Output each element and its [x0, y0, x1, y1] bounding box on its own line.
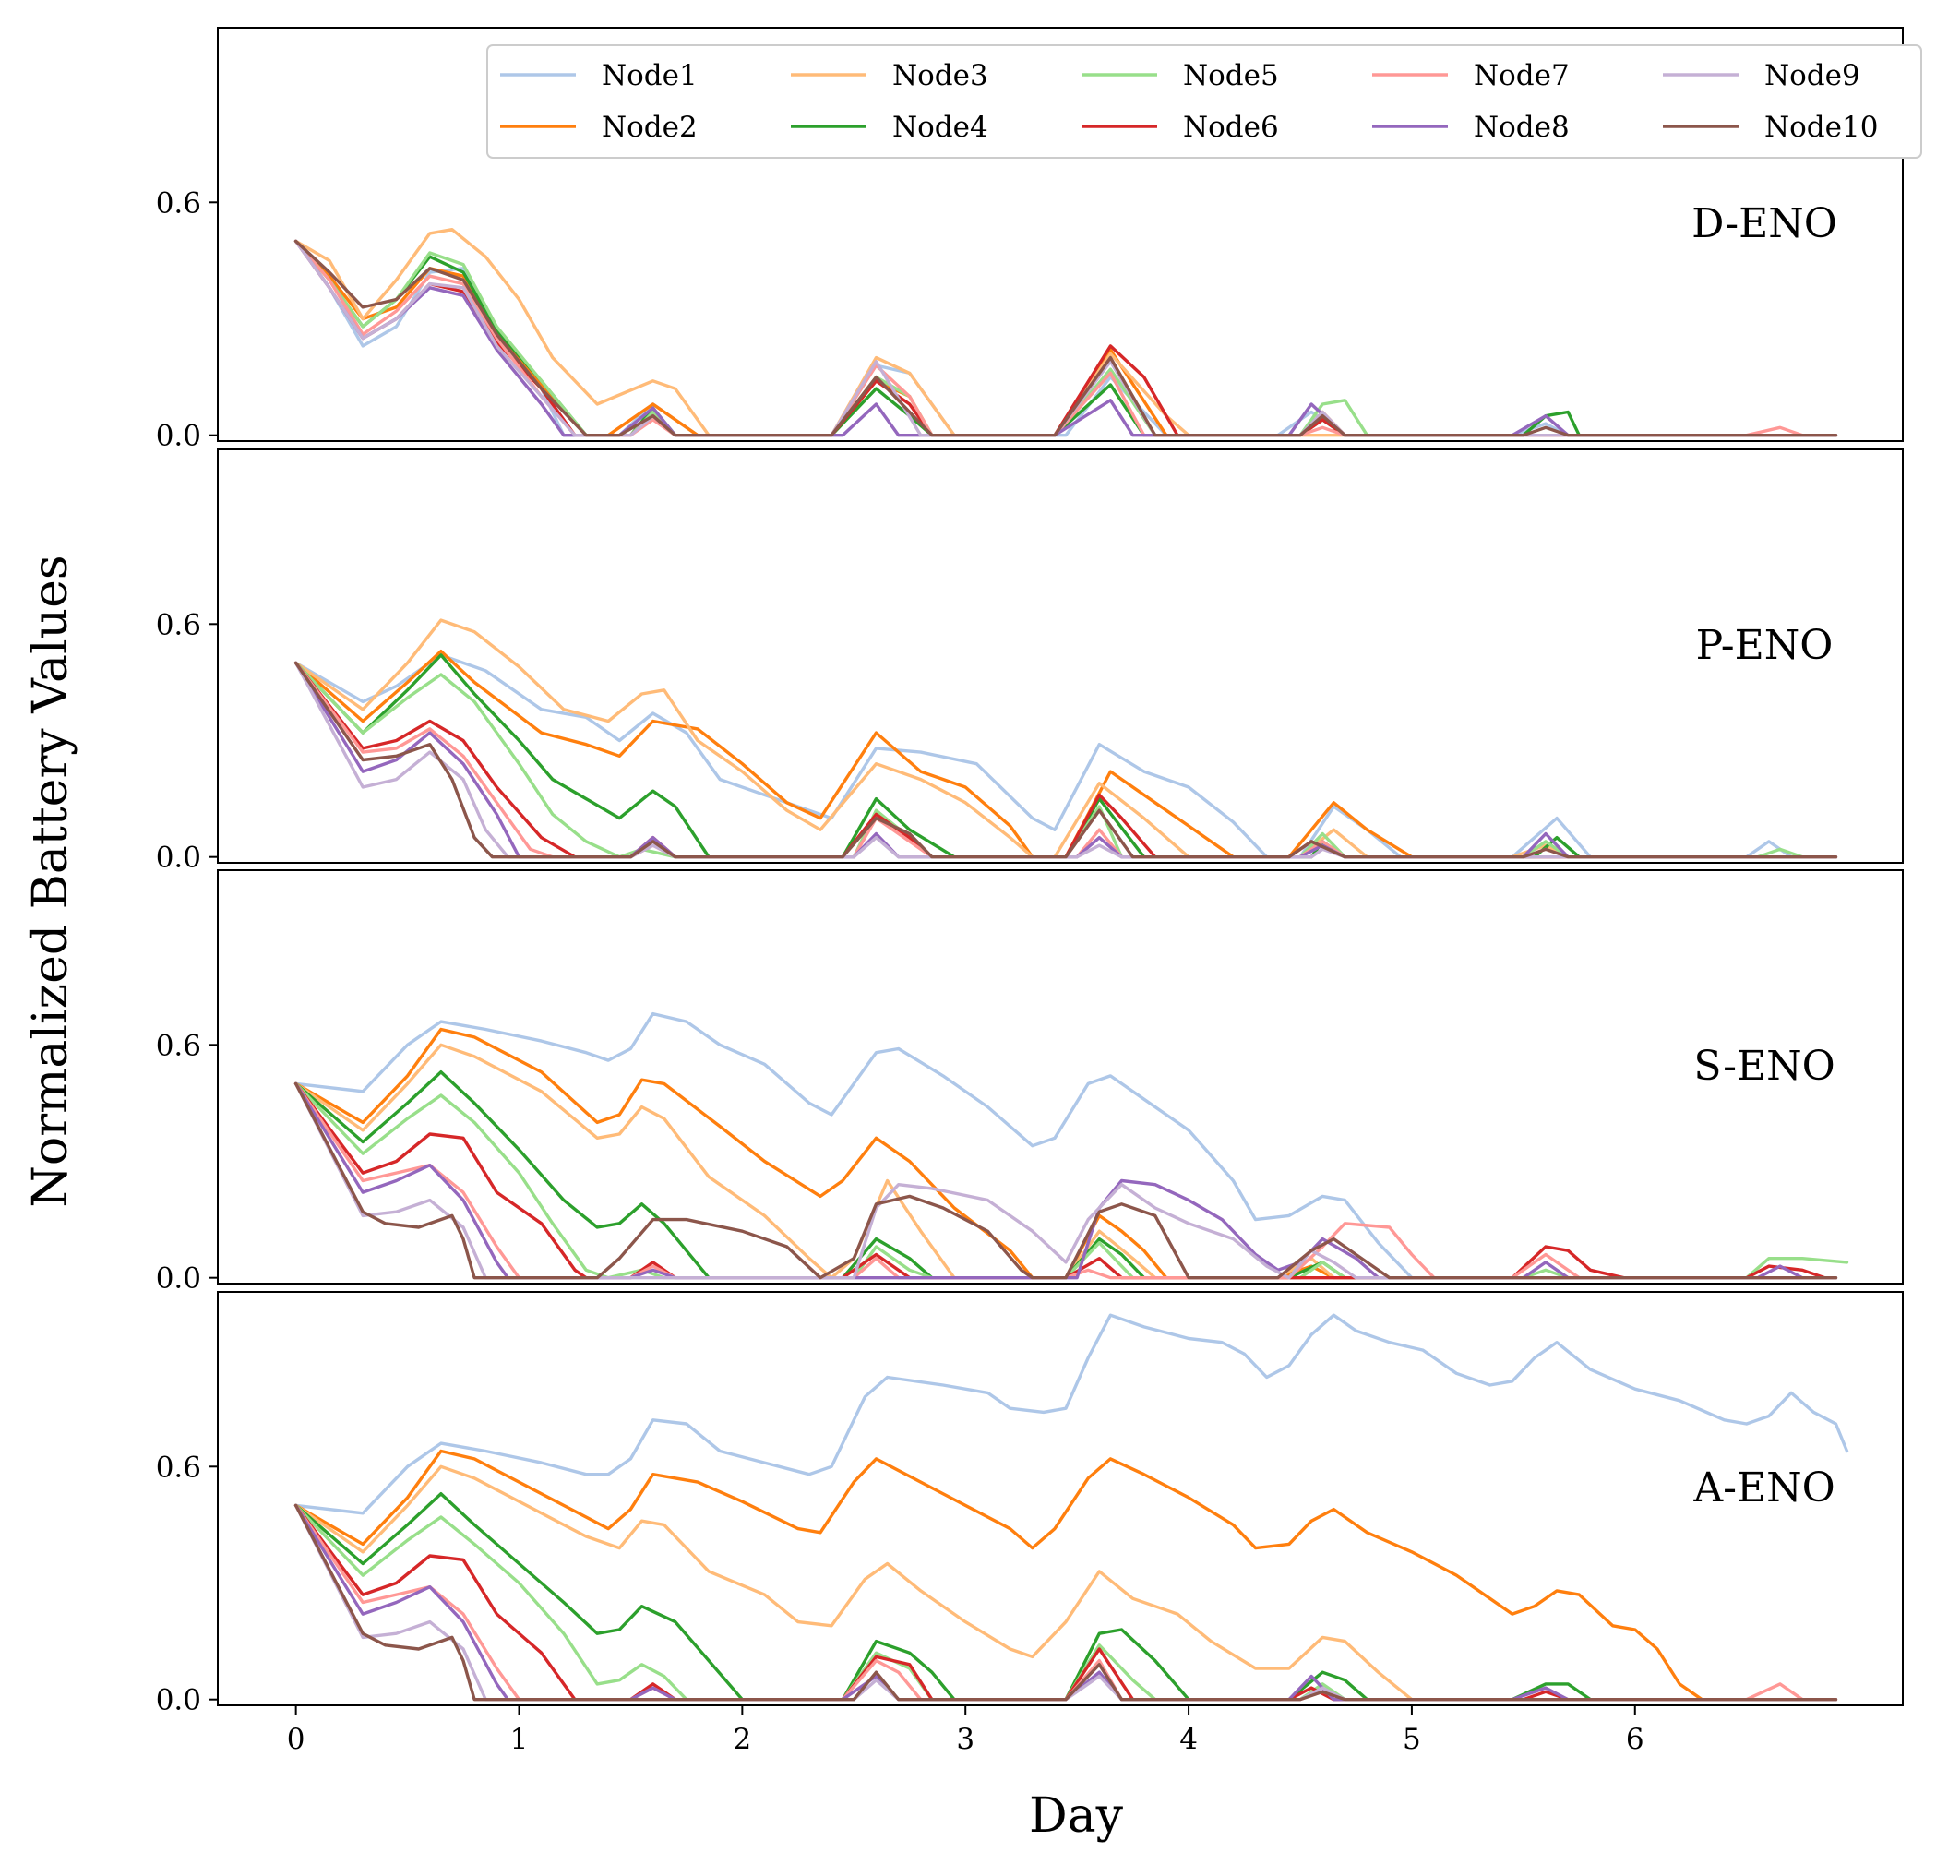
panel-label: P-ENO: [1696, 622, 1834, 669]
y-tick-label: 0.6: [156, 608, 201, 641]
series-line-node3: [293, 1464, 1838, 1702]
legend-label-node10: Node10: [1764, 111, 1878, 144]
series-line-node2: [293, 650, 1838, 859]
series-line-node1: [293, 239, 1838, 437]
panel-label: S-ENO: [1693, 1043, 1835, 1090]
series-line-node4: [293, 1492, 1838, 1702]
panel-d-eno: 0.0 0.6 D-ENO: [156, 27, 1904, 453]
x-axis-title: Day: [1029, 1788, 1124, 1844]
series-line-node1: [293, 1011, 1838, 1280]
series-line-node3: [293, 1043, 1838, 1280]
series-line-node5: [293, 1081, 1849, 1280]
y-tick-label: 0.0: [156, 420, 201, 453]
legend-label-node4: Node4: [892, 111, 988, 144]
panel-frame: [217, 1291, 1904, 1706]
series-line-node8: [293, 1503, 1838, 1702]
series-line-node7: [293, 1503, 1838, 1702]
panel-a-eno: 0.0 0.6 A-ENO 0 1 2 3 4 5 6: [156, 1291, 1904, 1756]
legend: Node1 Node2 Node3 Node4 Node5 Node6 Node7 Node8…: [486, 44, 1922, 159]
series-line-node4: [293, 239, 1838, 437]
series-line-node5: [293, 1503, 1838, 1702]
x-tick-label: 5: [1403, 1723, 1421, 1756]
legend-label-node9: Node9: [1764, 59, 1860, 92]
panel-p-eno: 0.0 0.6 P-ENO: [156, 448, 1904, 875]
series-group: [293, 1313, 1849, 1702]
x-tick-label: 4: [1179, 1723, 1198, 1756]
series-line-node9: [293, 239, 1838, 437]
series-line-node1: [293, 653, 1838, 859]
series-line-node1: [293, 1313, 1849, 1515]
legend-label-node8: Node8: [1474, 111, 1570, 144]
series-line-node5: [293, 661, 1838, 859]
legend-label-node6: Node6: [1183, 111, 1279, 144]
x-tick-label: 2: [733, 1723, 751, 1756]
series-group: [293, 618, 1838, 859]
legend-label-node1: Node1: [602, 59, 698, 92]
panel-label: A-ENO: [1692, 1464, 1835, 1512]
y-tick-label: 0.0: [156, 1262, 201, 1296]
panels-layer: 0.0 0.6 D-ENO 0.0 0.6 P-ENO 0.0 0.6 S-ENO 0.0 0.6 A…: [156, 27, 1904, 1756]
series-line-node6: [293, 661, 1838, 859]
y-axis-title: Normalized Battery Values: [23, 555, 78, 1207]
series-line-node2: [293, 1449, 1838, 1702]
series-line-node2: [293, 1027, 1838, 1280]
y-tick-label: 0.6: [156, 1451, 201, 1484]
panel-label: D-ENO: [1691, 200, 1837, 247]
y-tick-label: 0.0: [156, 842, 201, 875]
series-line-node6: [293, 239, 1838, 437]
series-line-node10: [293, 239, 1838, 437]
series-line-node8: [293, 1081, 1838, 1280]
series-line-node8: [293, 239, 1838, 437]
series-line-node2: [293, 239, 1838, 437]
series-line-node6: [293, 1503, 1838, 1702]
series-line-node6: [293, 1081, 1838, 1280]
series-line-node7: [293, 1081, 1838, 1280]
series-line-node9: [293, 1081, 1838, 1280]
series-line-node3: [293, 618, 1838, 859]
series-line-node10: [293, 661, 1838, 859]
series-line-node10: [293, 1503, 1838, 1702]
panel-frame: [217, 448, 1904, 864]
series-group: [293, 228, 1838, 437]
series-line-node4: [293, 1070, 1838, 1280]
series-line-node10: [293, 1081, 1838, 1280]
series-line-node5: [293, 239, 1838, 437]
legend-label-node2: Node2: [602, 111, 698, 144]
x-tick-label: 0: [287, 1723, 305, 1756]
panel-frame: [217, 869, 1904, 1285]
legend-label-node5: Node5: [1183, 59, 1279, 92]
series-line-node7: [293, 239, 1838, 437]
y-tick-label: 0.6: [156, 1029, 201, 1062]
series-line-node3: [293, 228, 1838, 437]
x-tick-label: 6: [1626, 1723, 1644, 1756]
series-group: [293, 1011, 1849, 1280]
series-line-node7: [293, 661, 1838, 859]
y-tick-label: 0.0: [156, 1684, 201, 1717]
y-tick-label: 0.6: [156, 186, 201, 220]
series-line-node9: [293, 661, 1838, 859]
x-tick-label: 3: [956, 1723, 974, 1756]
legend-label-node3: Node3: [892, 59, 988, 92]
legend-label-node7: Node7: [1474, 59, 1570, 92]
series-line-node8: [293, 661, 1838, 859]
panel-frame: [217, 27, 1904, 442]
series-line-node4: [293, 653, 1838, 859]
panel-s-eno: 0.0 0.6 S-ENO: [156, 869, 1904, 1296]
series-line-node9: [293, 1503, 1838, 1702]
x-tick-label: 1: [510, 1723, 529, 1756]
